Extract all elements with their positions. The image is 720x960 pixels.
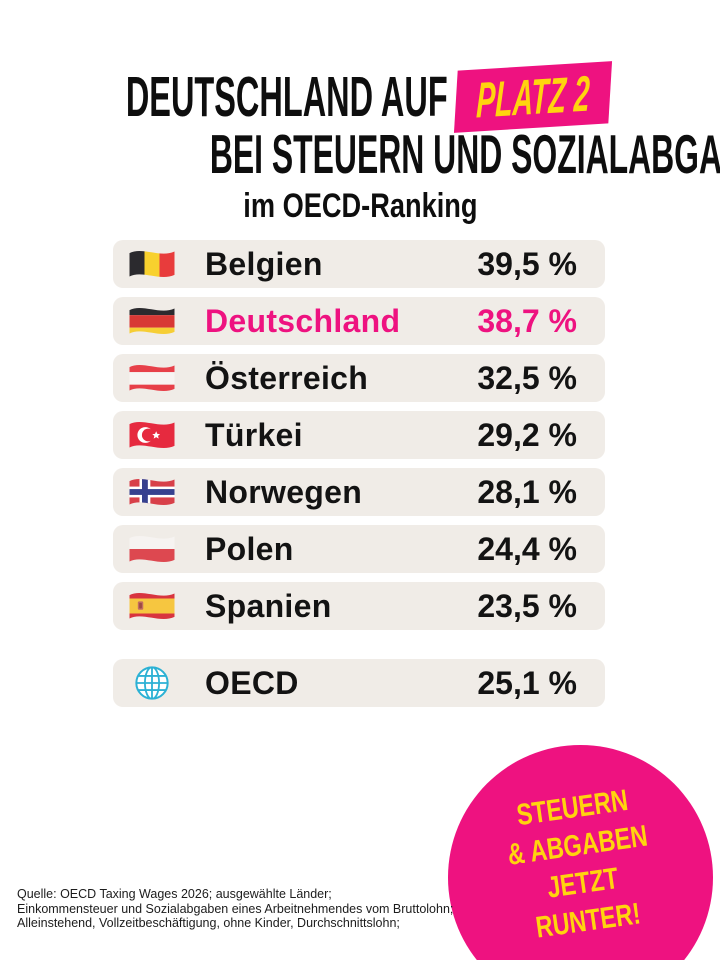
source-note: Quelle: OECD Taxing Wages 2026; ausgewäh…: [17, 887, 453, 931]
subtitle: im OECD-Ranking: [0, 186, 720, 226]
source-line: Quelle: OECD Taxing Wages 2026; ausgewäh…: [17, 887, 332, 901]
country-label: Türkei: [205, 416, 303, 453]
value-label: 39,5 %: [477, 245, 577, 282]
campaign-sticker-text: STEUERN & ABGABEN JETZT RUNTER!: [481, 777, 681, 953]
ranking-row-deutschland: Deutschland 38,7 %: [113, 297, 605, 345]
poland-flag-icon: [127, 530, 177, 568]
title-line-2: BEI STEUERN UND SOZIALABGABEN: [0, 126, 720, 182]
austria-flag-icon: [127, 359, 177, 397]
title-line-1: DEUTSCHLAND AUF PLATZ 2: [126, 61, 613, 133]
spain-flag-icon: [127, 587, 177, 625]
ranking-row-spanien: Spanien 23,5 %: [113, 582, 605, 630]
source-line: Einkommensteuer und Sozialabgaben eines …: [17, 901, 454, 916]
ranking-list: Belgien 39,5 % Deutschland 38,7 % Österr…: [113, 240, 605, 716]
ranking-row-polen: Polen 24,4 %: [113, 525, 605, 573]
norway-flag-icon: [127, 473, 177, 511]
platz-2-badge-label: PLATZ 2: [475, 65, 591, 129]
country-label: Polen: [205, 530, 294, 567]
campaign-sticker: STEUERN & ABGABEN JETZT RUNTER!: [448, 745, 713, 960]
title-text-line2: BEI STEUERN UND SOZIALABGABEN: [209, 123, 720, 185]
value-label: 32,5 %: [477, 359, 577, 396]
value-label: 23,5 %: [477, 587, 577, 624]
value-label: 28,1 %: [477, 473, 577, 510]
turkey-flag-icon: [127, 416, 177, 454]
country-label: Spanien: [205, 587, 332, 624]
country-label: OECD: [205, 664, 299, 701]
value-label: 24,4 %: [477, 530, 577, 567]
germany-flag-icon: [127, 302, 177, 340]
country-label: Österreich: [205, 359, 369, 396]
country-label: Deutschland: [205, 302, 401, 339]
value-label: 29,2 %: [477, 416, 577, 453]
country-label: Belgien: [205, 245, 323, 282]
ranking-row-oesterreich: Österreich 32,5 %: [113, 354, 605, 402]
title-text-prefix: DEUTSCHLAND AUF: [125, 65, 448, 129]
globe-icon: [127, 664, 177, 702]
subtitle-text: im OECD-Ranking: [242, 187, 478, 225]
ranking-row-norwegen: Norwegen 28,1 %: [113, 468, 605, 516]
value-label: 38,7 %: [477, 302, 577, 339]
ranking-row-tuerkei: Türkei 29,2 %: [113, 411, 605, 459]
ranking-row-oecd-average: OECD 25,1 %: [113, 659, 605, 707]
value-label: 25,1 %: [477, 664, 577, 701]
source-line: Alleinstehend, Vollzeitbeschäftigung, oh…: [17, 916, 400, 930]
belgium-flag-icon: [127, 245, 177, 283]
ranking-row-belgien: Belgien 39,5 %: [113, 240, 605, 288]
country-label: Norwegen: [205, 473, 363, 510]
